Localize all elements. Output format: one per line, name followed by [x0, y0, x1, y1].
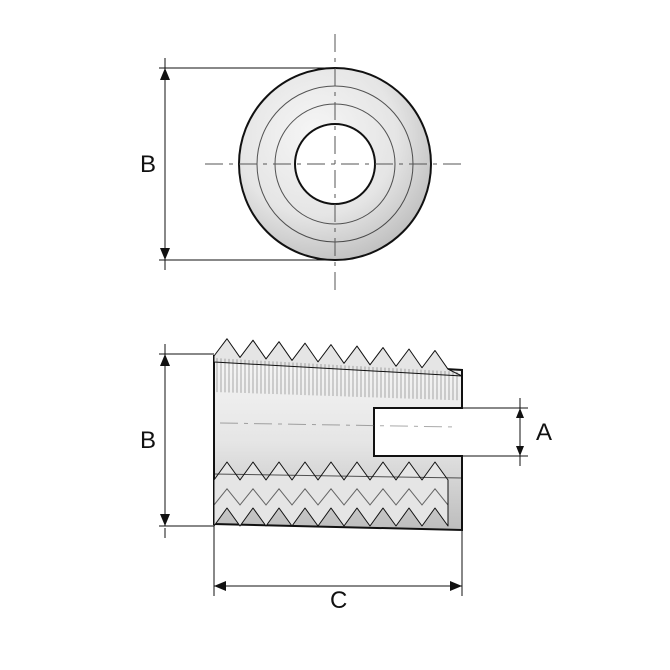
- dim-label-A: A: [536, 419, 552, 446]
- top-view: [159, 34, 465, 294]
- dim-label-B-side: B: [140, 427, 156, 454]
- side-view: [159, 339, 528, 596]
- cutting-slot: [374, 408, 462, 456]
- dim-label-C: C: [330, 587, 347, 614]
- dim-label-B-top: B: [140, 151, 156, 178]
- diagram-stage: B B A C: [0, 0, 670, 670]
- technical-drawing-svg: B B A C: [0, 0, 670, 670]
